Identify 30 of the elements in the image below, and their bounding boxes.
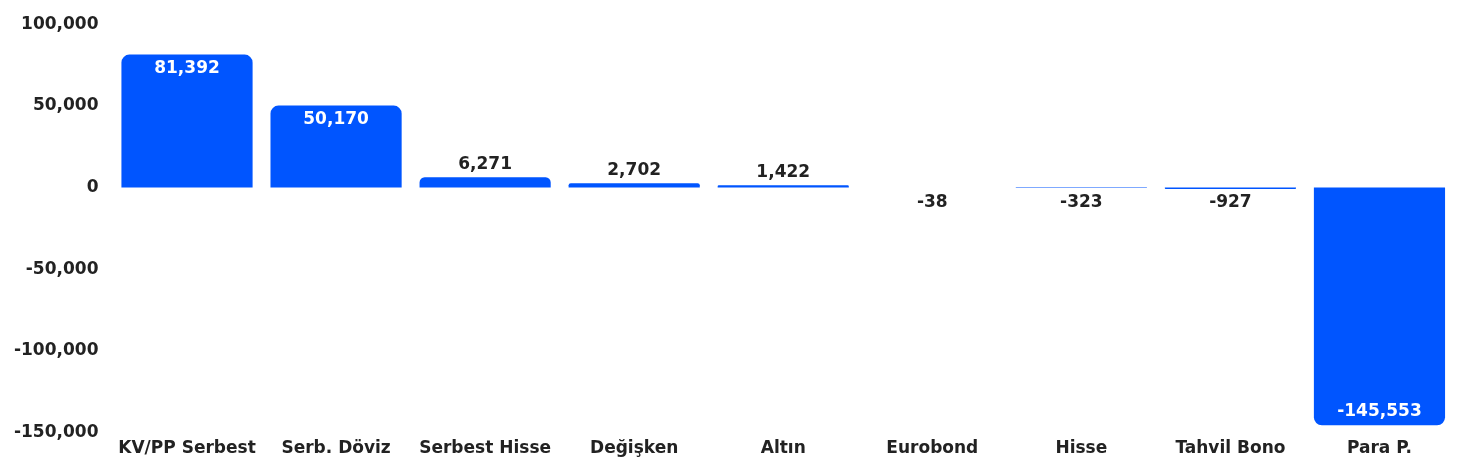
bar	[717, 185, 849, 188]
bar	[568, 183, 700, 188]
data-label: -323	[1060, 190, 1103, 211]
x-tick-label: KV/PP Serbest	[118, 437, 256, 458]
data-label: -145,553	[1337, 399, 1422, 420]
y-tick-label: -50,000	[25, 257, 99, 278]
data-label: 1,422	[756, 160, 811, 181]
y-tick-label: -150,000	[13, 421, 99, 442]
x-tick-label: Değişken	[590, 437, 679, 458]
x-tick-label: Serb. Döviz	[281, 437, 391, 458]
x-tick-label: Hisse	[1055, 437, 1108, 458]
data-label: -927	[1209, 190, 1252, 211]
x-tick-label: Tahvil Bono	[1175, 437, 1286, 458]
y-tick-label: 50,000	[32, 94, 99, 115]
x-tick-label: Serbest Hisse	[419, 437, 552, 458]
bar	[121, 54, 253, 188]
data-label: 6,271	[458, 152, 513, 173]
y-tick-label: -100,000	[13, 339, 99, 360]
x-tick-label: Eurobond	[886, 437, 979, 458]
data-label: 2,702	[607, 158, 662, 179]
y-tick-label: 0	[86, 175, 99, 196]
data-label: 50,170	[303, 108, 370, 129]
x-tick-label: Altın	[760, 437, 806, 458]
data-label: -38	[916, 190, 948, 211]
data-label: 81,392	[154, 57, 220, 78]
bar	[419, 177, 551, 188]
x-tick-label: Para P.	[1346, 437, 1412, 458]
bar	[1313, 187, 1446, 426]
bar	[270, 105, 402, 188]
y-tick-label: 100,000	[21, 12, 99, 33]
